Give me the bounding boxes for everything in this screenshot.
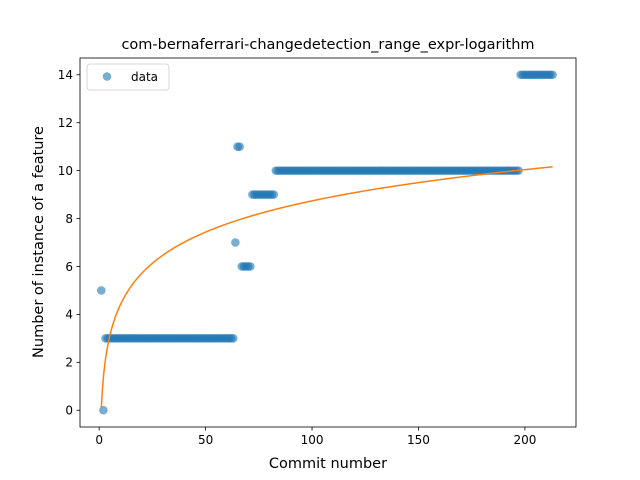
- chart-title: com-bernaferrari-changedetection_range_e…: [121, 37, 534, 53]
- y-tick-label: 2: [65, 356, 73, 370]
- y-tick-label: 0: [65, 404, 73, 418]
- x-tick-label: 150: [407, 433, 430, 447]
- x-tick-label: 0: [95, 433, 103, 447]
- legend-label: data: [131, 70, 158, 84]
- y-axis-label: Number of instance of a feature: [31, 126, 47, 358]
- x-tick-label: 100: [301, 433, 324, 447]
- legend-box: [86, 63, 170, 91]
- plot-area: 0 50 100 150 200 0 2 4 6 8 10 12 14 data: [58, 57, 577, 447]
- y-tick-label: 6: [65, 260, 73, 274]
- x-tick-label: 50: [198, 433, 213, 447]
- x-axis-label: Commit number: [269, 456, 387, 472]
- data-point: [231, 238, 240, 247]
- y-tick-label: 10: [58, 164, 73, 178]
- x-tick-label: 200: [513, 433, 536, 447]
- data-point: [96, 286, 106, 295]
- data-point: [99, 405, 108, 415]
- y-tick-label: 4: [65, 308, 73, 322]
- data-point: [228, 334, 238, 343]
- data-point: [235, 142, 244, 151]
- y-tick-label: 12: [58, 116, 73, 130]
- fit-line: [100, 166, 553, 409]
- legend-marker: [102, 72, 112, 81]
- data-point: [548, 70, 557, 80]
- axes-frame: [79, 57, 577, 428]
- y-tick-label: 8: [65, 212, 73, 226]
- y-tick-label: 14: [58, 68, 73, 82]
- data-point: [246, 262, 255, 271]
- data-point: [269, 190, 279, 199]
